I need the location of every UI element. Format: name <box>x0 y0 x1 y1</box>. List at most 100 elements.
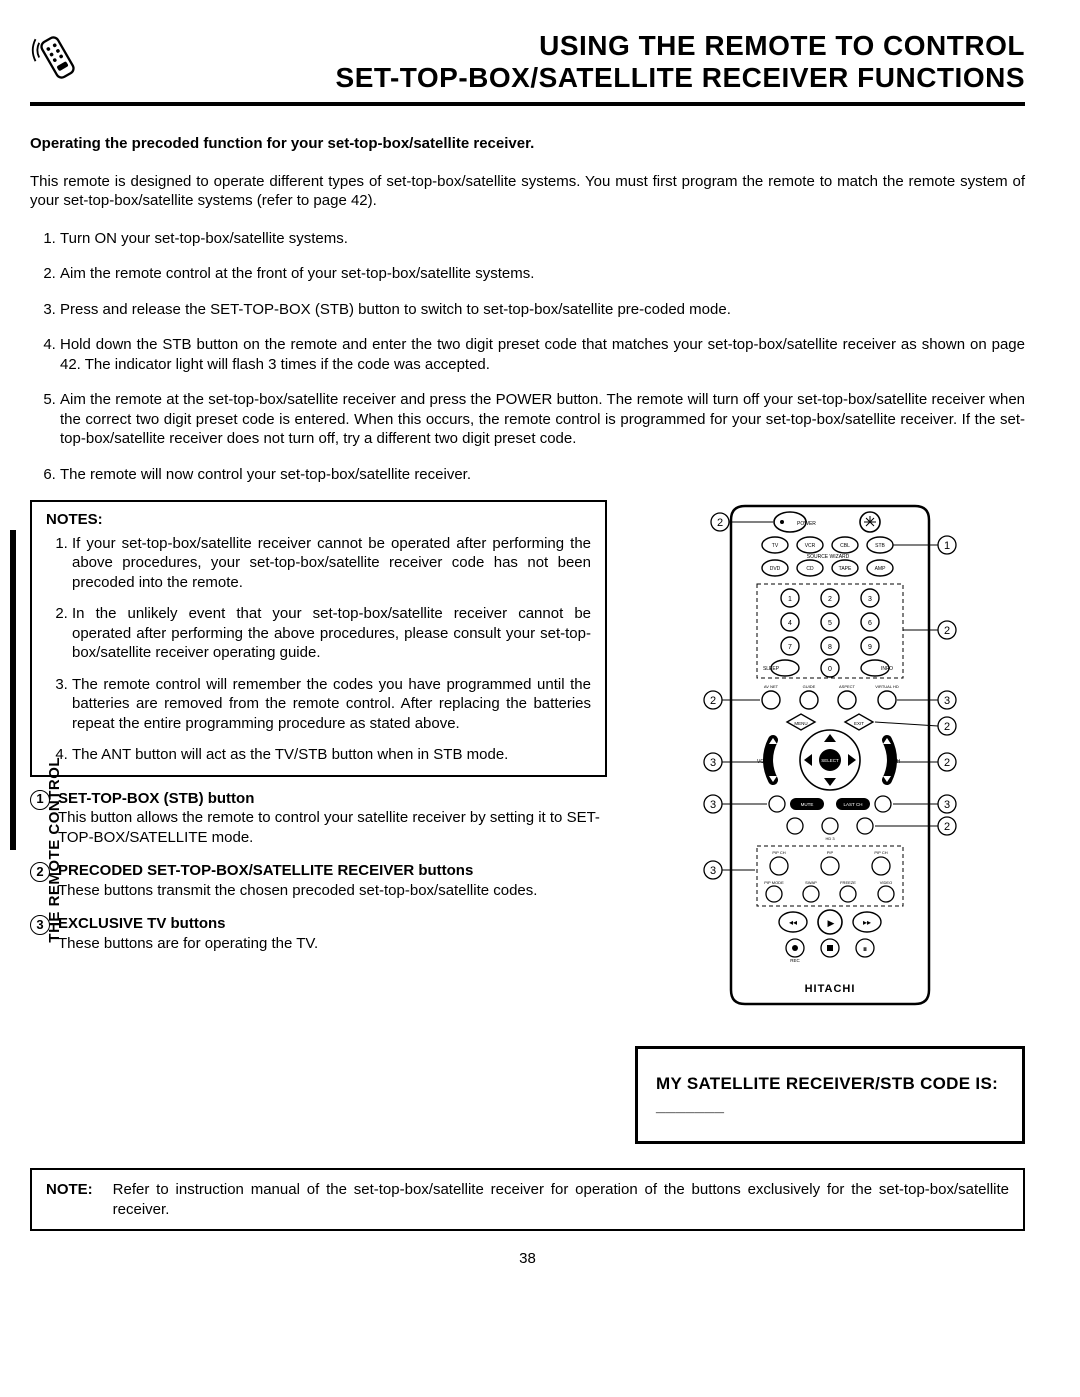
svg-text:CD: CD <box>806 566 814 572</box>
svg-text:4: 4 <box>788 620 792 627</box>
callout-text: This button allows the remote to control… <box>58 809 600 846</box>
svg-text:3: 3 <box>868 596 872 603</box>
svg-text:MENU: MENU <box>794 721 807 726</box>
svg-text:2: 2 <box>717 517 723 529</box>
subheading: Operating the precoded function for your… <box>30 134 1025 154</box>
bottom-note-key: NOTE: <box>46 1180 93 1219</box>
left-column: NOTES: If your set-top-box/satellite rec… <box>30 500 607 967</box>
step-item: Aim the remote at the set-top-box/satell… <box>60 390 1025 449</box>
svg-text:SELECT: SELECT <box>821 758 839 763</box>
svg-text:3: 3 <box>710 799 716 811</box>
svg-text:INFO: INFO <box>881 666 893 672</box>
notes-box: NOTES: If your set-top-box/satellite rec… <box>30 500 607 777</box>
svg-text:2: 2 <box>710 695 716 707</box>
brand-label: HITACHI <box>805 983 856 995</box>
svg-text:⏸: ⏸ <box>863 944 868 954</box>
svg-text:5: 5 <box>828 620 832 627</box>
note-item: If your set-top-box/satellite receiver c… <box>72 534 591 593</box>
svg-text:STB: STB <box>875 543 885 549</box>
callout-body: EXCLUSIVE TV buttons These buttons are f… <box>58 914 607 953</box>
side-tab-bar <box>10 530 16 850</box>
code-box-label: MY SATELLITE RECEIVER/STB CODE IS: _____… <box>656 1074 998 1115</box>
svg-text:LAST CH: LAST CH <box>844 802 863 807</box>
title-line-2: SET-TOP-BOX/SATELLITE RECEIVER FUNCTIONS <box>105 62 1025 94</box>
power-label: POWER <box>797 521 816 527</box>
svg-text:REC: REC <box>790 958 800 963</box>
svg-text:3: 3 <box>710 757 716 769</box>
callout-title: PRECODED SET-TOP-BOX/SATELLITE RECEIVER … <box>58 861 607 881</box>
page: THE REMOTE CONTROL USING THE REMOTE TO C… <box>30 30 1025 1269</box>
svg-text:FREEZE: FREEZE <box>840 880 856 885</box>
code-box: MY SATELLITE RECEIVER/STB CODE IS: _____… <box>635 1046 1025 1144</box>
svg-text:AV NET: AV NET <box>764 684 779 689</box>
step-item: Aim the remote control at the front of y… <box>60 264 1025 284</box>
svg-text:VIDEO: VIDEO <box>880 880 892 885</box>
svg-text:TAPE: TAPE <box>839 566 852 572</box>
right-column: POWER TV VCR CBL STB SOURCE WIZARD DVD C… <box>635 500 1025 1144</box>
callout-1: 1 SET-TOP-BOX (STB) button This button a… <box>30 789 607 848</box>
intro-paragraph: This remote is designed to operate diffe… <box>30 172 1025 211</box>
svg-text:▸▸: ▸▸ <box>863 918 871 927</box>
svg-text:PIP CH: PIP CH <box>874 850 887 855</box>
svg-text:CBL: CBL <box>840 543 850 549</box>
svg-text:1: 1 <box>788 596 792 603</box>
svg-text:6: 6 <box>868 620 872 627</box>
header: USING THE REMOTE TO CONTROL SET-TOP-BOX/… <box>30 30 1025 106</box>
svg-text:2: 2 <box>828 596 832 603</box>
svg-text:SLEEP: SLEEP <box>763 666 780 672</box>
svg-text:1: 1 <box>944 540 950 552</box>
svg-text:EXIT: EXIT <box>854 721 864 726</box>
svg-text:MUTE: MUTE <box>801 802 814 807</box>
svg-text:3: 3 <box>944 695 950 707</box>
svg-text:◂◂: ◂◂ <box>789 918 797 927</box>
remote-icon <box>30 30 85 85</box>
step-item: The remote will now control your set-top… <box>60 465 1025 485</box>
step-item: Turn ON your set-top-box/satellite syste… <box>60 229 1025 249</box>
page-number: 38 <box>30 1249 1025 1269</box>
title-line-1: USING THE REMOTE TO CONTROL <box>105 30 1025 62</box>
notes-title: NOTES: <box>46 510 591 530</box>
callout-body: PRECODED SET-TOP-BOX/SATELLITE RECEIVER … <box>58 861 607 900</box>
page-title: USING THE REMOTE TO CONTROL SET-TOP-BOX/… <box>105 30 1025 94</box>
bottom-note: NOTE: Refer to instruction manual of the… <box>30 1168 1025 1231</box>
callout-text: These buttons transmit the chosen precod… <box>58 882 537 899</box>
svg-text:3: 3 <box>944 799 950 811</box>
svg-text:ASPECT: ASPECT <box>839 684 856 689</box>
callout-title: EXCLUSIVE TV buttons <box>58 914 607 934</box>
callout-3: 3 EXCLUSIVE TV buttons These buttons are… <box>30 914 607 953</box>
svg-text:▶: ▶ <box>828 918 835 928</box>
svg-text:AMP: AMP <box>875 566 887 572</box>
steps-list: Turn ON your set-top-box/satellite syste… <box>30 229 1025 485</box>
svg-text:3: 3 <box>710 865 716 877</box>
svg-text:VCR: VCR <box>805 543 816 549</box>
svg-text:2: 2 <box>944 757 950 769</box>
svg-text:PIP CH: PIP CH <box>772 850 785 855</box>
svg-text:0: 0 <box>828 666 832 673</box>
step-item: Press and release the SET-TOP-BOX (STB) … <box>60 300 1025 320</box>
svg-text:PIP: PIP <box>827 850 834 855</box>
svg-text:SWAP: SWAP <box>805 880 817 885</box>
side-tab-label: THE REMOTE CONTROL <box>45 757 65 943</box>
svg-text:SOURCE WIZARD: SOURCE WIZARD <box>807 554 850 560</box>
lower-section: NOTES: If your set-top-box/satellite rec… <box>30 500 1025 1144</box>
note-item: In the unlikely event that your set-top-… <box>72 604 591 663</box>
svg-text:TV: TV <box>772 543 779 549</box>
callout-title: SET-TOP-BOX (STB) button <box>58 789 607 809</box>
side-tab: THE REMOTE CONTROL <box>30 710 60 990</box>
note-item: The remote control will remember the cod… <box>72 675 591 734</box>
notes-list: If your set-top-box/satellite receiver c… <box>46 534 591 765</box>
note-item: The ANT button will act as the TV/STB bu… <box>72 745 591 765</box>
callout-body: SET-TOP-BOX (STB) button This button all… <box>58 789 607 848</box>
svg-text:8: 8 <box>828 644 832 651</box>
svg-text:9: 9 <box>868 644 872 651</box>
svg-text:2: 2 <box>944 821 950 833</box>
step-item: Hold down the STB button on the remote a… <box>60 335 1025 374</box>
callout-2: 2 PRECODED SET-TOP-BOX/SATELLITE RECEIVE… <box>30 861 607 900</box>
svg-text:VIRTUAL HD: VIRTUAL HD <box>875 684 899 689</box>
svg-text:2: 2 <box>944 625 950 637</box>
svg-text:2: 2 <box>944 721 950 733</box>
bottom-note-text: Refer to instruction manual of the set-t… <box>113 1180 1009 1219</box>
callout-text: These buttons are for operating the TV. <box>58 935 318 952</box>
remote-diagram: POWER TV VCR CBL STB SOURCE WIZARD DVD C… <box>635 500 1025 1020</box>
svg-text:7: 7 <box>788 644 792 651</box>
